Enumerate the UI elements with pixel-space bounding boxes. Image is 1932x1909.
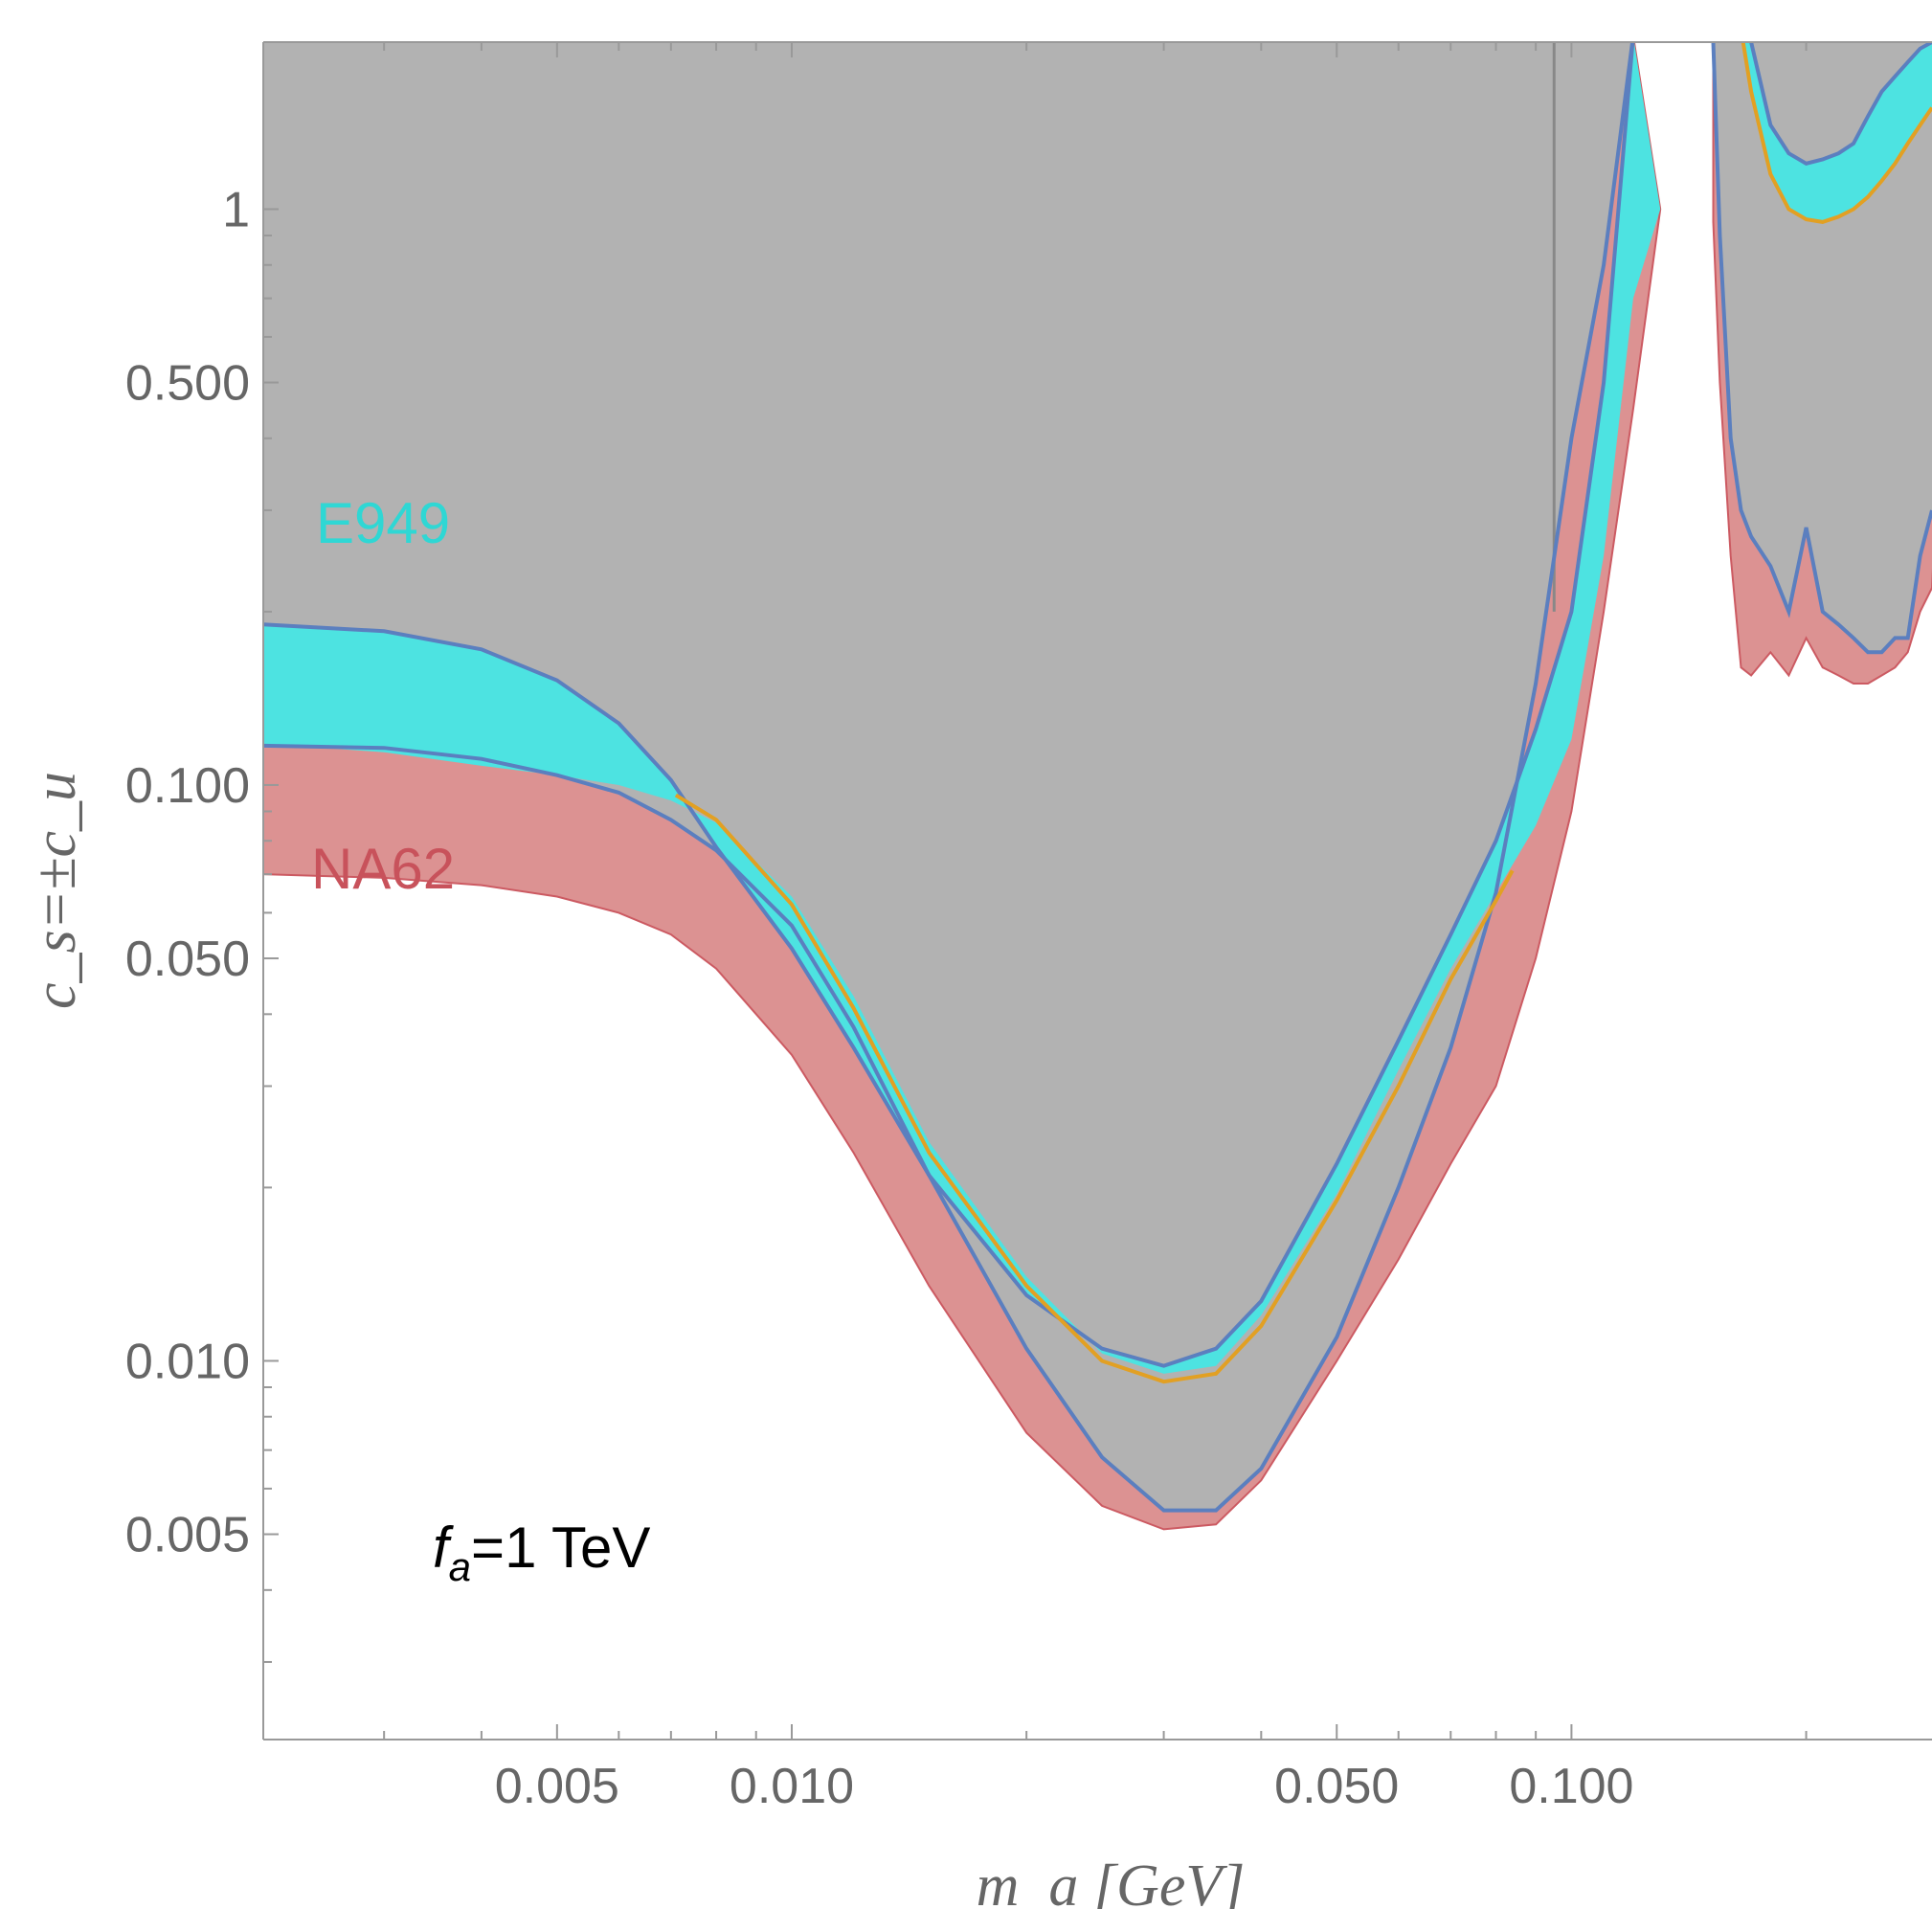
orange-boundary-line <box>674 793 1515 1384</box>
series-label-na62: NA62 <box>311 837 455 901</box>
y-tick-label: 0.100 <box>125 758 250 814</box>
x-tick-label: 0.100 <box>1509 1759 1633 1814</box>
x-axis: 0.005 0.010 0.050 0.100 <box>383 42 1808 1814</box>
y-tick-label: 0.050 <box>125 932 250 987</box>
y-tick-label: 1 <box>222 182 250 237</box>
y-axis-title: c_s=±c_u <box>23 772 88 1009</box>
x-tick-label: 0.005 <box>495 1759 619 1814</box>
x-tick-label: 0.010 <box>730 1759 854 1814</box>
x-tick-label: 0.050 <box>1274 1759 1399 1814</box>
plot-frame <box>262 41 1932 1741</box>
x-axis-title: m_a [GeV] <box>977 1853 1246 1909</box>
fa-annotation-value: =1 TeV <box>471 1516 650 1580</box>
right-cyan-boundary-line <box>1749 42 1932 166</box>
y-tick-label: 0.500 <box>125 356 250 412</box>
fa-annotation-symbol: f <box>433 1516 454 1580</box>
e949-band <box>263 42 1661 1374</box>
e949-upper-line <box>263 42 1635 1368</box>
excluded-gray-region <box>263 42 1633 1511</box>
series-label-e949: E949 <box>316 491 450 555</box>
plot-area <box>263 42 1932 1531</box>
y-axis: 1 0.500 0.100 0.050 0.010 0.005 <box>125 182 279 1663</box>
right-region-gray-band <box>1713 42 1932 653</box>
right-gray-boundary-line <box>1711 42 1932 655</box>
y-tick-label: 0.005 <box>125 1508 250 1563</box>
y-tick-label: 0.010 <box>125 1334 250 1389</box>
right-region-e949-band <box>1742 42 1932 222</box>
boundary-lines <box>263 42 1932 1513</box>
right-orange-boundary-line <box>1741 42 1932 224</box>
fa-annotation: fa=1 TeV <box>433 1516 650 1589</box>
fa-annotation-subscript: a <box>449 1544 471 1589</box>
na62-upper-line <box>263 42 1635 1513</box>
